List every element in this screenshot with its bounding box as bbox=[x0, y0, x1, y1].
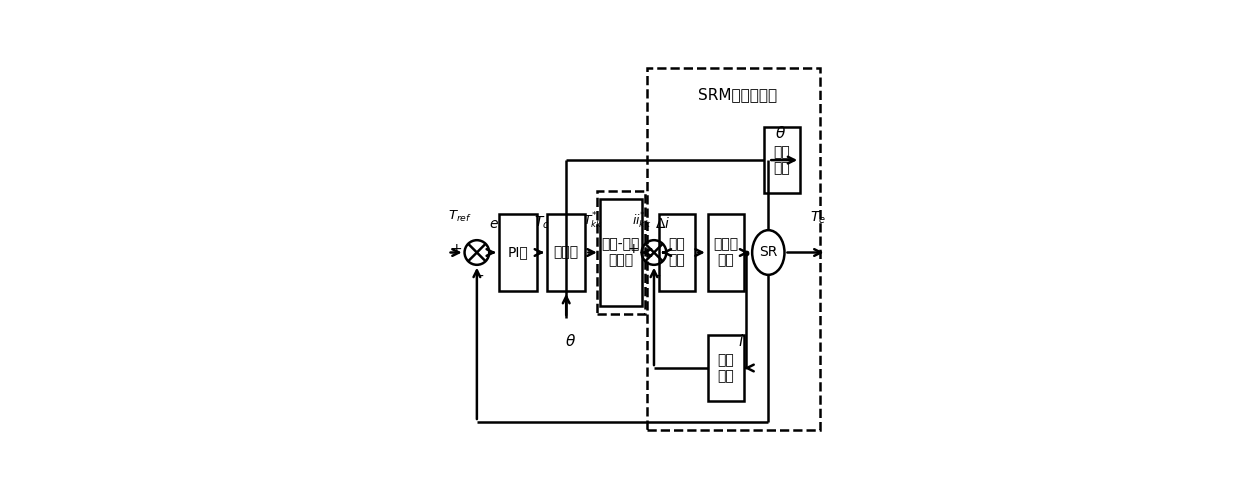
Text: 电流
滞环: 电流 滞环 bbox=[668, 238, 686, 268]
Text: PI调: PI调 bbox=[507, 246, 528, 260]
Bar bbox=[647, 68, 821, 430]
Text: 位置
检测: 位置 检测 bbox=[774, 145, 790, 175]
Text: $e$: $e$ bbox=[489, 218, 498, 232]
Text: $T_{ref}$: $T_{ref}$ bbox=[448, 208, 471, 224]
Bar bbox=[708, 336, 744, 400]
Bar bbox=[600, 198, 642, 306]
Text: 转矩-电流
逆模型: 转矩-电流 逆模型 bbox=[601, 238, 640, 268]
Text: $\theta$: $\theta$ bbox=[564, 333, 575, 349]
Bar bbox=[547, 214, 585, 291]
Bar bbox=[708, 214, 744, 291]
Text: $\theta$: $\theta$ bbox=[775, 125, 786, 141]
Text: $T^{*}_{kk}$: $T^{*}_{kk}$ bbox=[583, 211, 603, 232]
Text: $i$: $i$ bbox=[738, 333, 744, 349]
Text: +: + bbox=[627, 242, 639, 256]
Bar bbox=[658, 214, 696, 291]
Text: SR: SR bbox=[759, 246, 777, 260]
Text: 电流
检测: 电流 检测 bbox=[718, 353, 734, 383]
Text: +: + bbox=[450, 242, 463, 256]
Bar bbox=[764, 128, 800, 193]
Text: SRM非线性系统: SRM非线性系统 bbox=[698, 87, 776, 102]
Bar bbox=[498, 214, 537, 291]
Text: $T_c$: $T_c$ bbox=[534, 215, 551, 232]
Text: -: - bbox=[479, 270, 484, 283]
Bar bbox=[596, 191, 645, 314]
Text: 转矩分: 转矩分 bbox=[553, 246, 579, 260]
Text: $ii^{*}_{kk}$: $ii^{*}_{kk}$ bbox=[632, 211, 651, 232]
Text: $\Delta i$: $\Delta i$ bbox=[655, 216, 670, 232]
Text: $T_e$: $T_e$ bbox=[811, 209, 826, 226]
Text: 功率变
换器: 功率变 换器 bbox=[713, 238, 739, 268]
Text: -: - bbox=[656, 270, 660, 283]
